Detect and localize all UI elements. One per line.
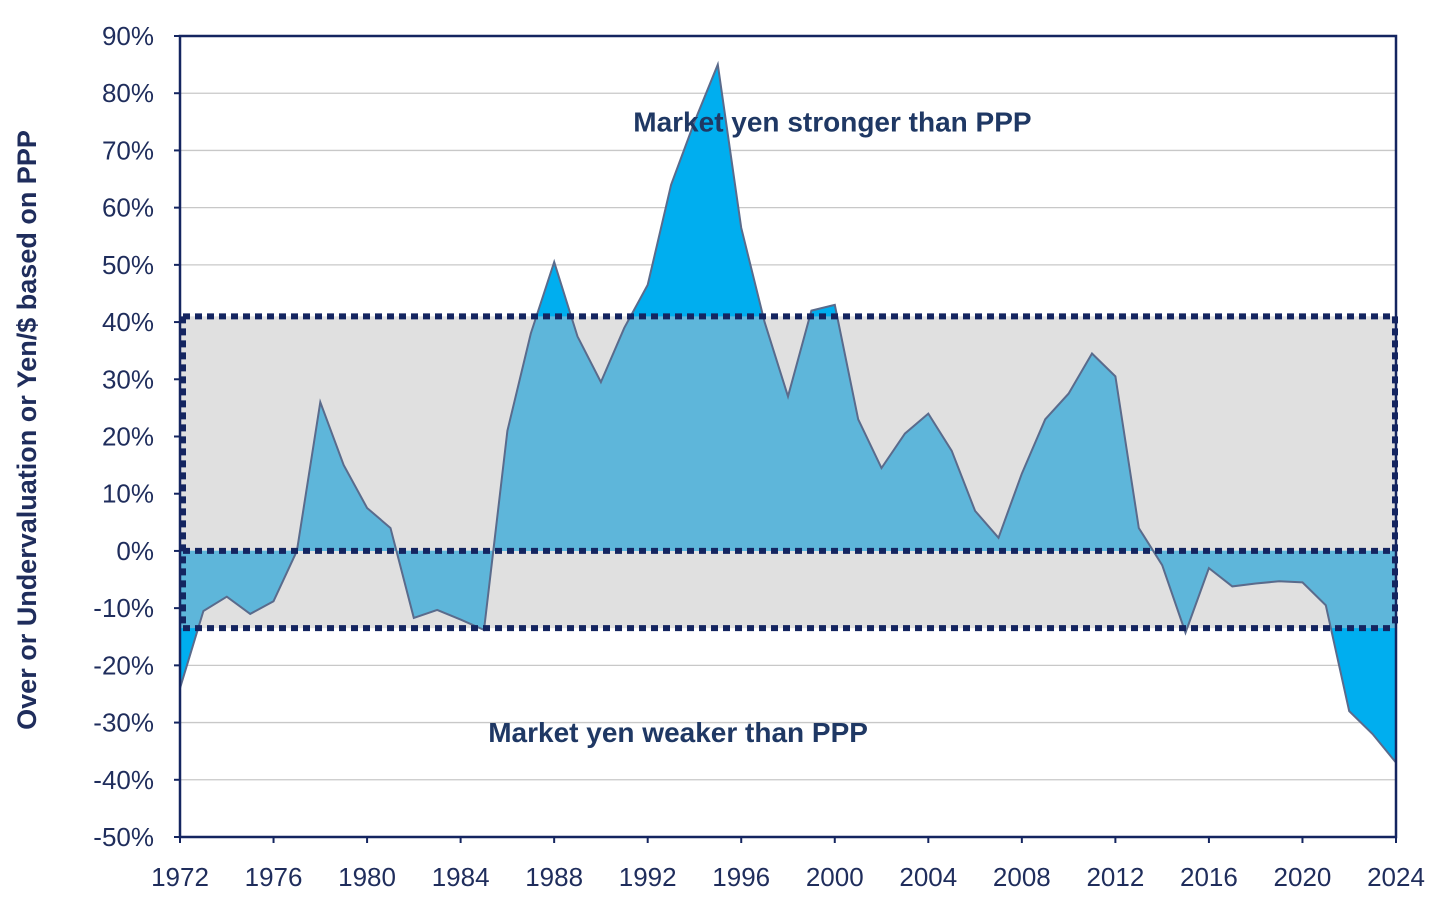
valuation-area-inside-band [180, 316, 1396, 629]
x-tick-label-2: 1980 [338, 862, 396, 892]
y-tick-label-4: 50% [102, 250, 154, 280]
y-tick-label-8: 10% [102, 479, 154, 509]
annotation-weaker: Market yen weaker than PPP [488, 717, 868, 748]
x-tick-label-13: 2024 [1367, 862, 1425, 892]
x-tick-label-9: 2008 [993, 862, 1051, 892]
y-tick-label-0: 90% [102, 21, 154, 51]
x-tick-label-1: 1976 [245, 862, 303, 892]
y-tick-label-5: 40% [102, 307, 154, 337]
x-tick-label-11: 2016 [1180, 862, 1238, 892]
y-tick-label-6: 30% [102, 364, 154, 394]
x-tick-label-8: 2004 [899, 862, 957, 892]
y-axis-label: Over or Undervaluation or Yen/$ based on… [12, 130, 42, 730]
annotation-stronger: Market yen stronger than PPP [633, 107, 1031, 138]
x-tick-label-12: 2020 [1274, 862, 1332, 892]
x-tick-label-6: 1996 [712, 862, 770, 892]
y-tick-label-10: -10% [93, 593, 154, 623]
x-tick-label-0: 1972 [151, 862, 209, 892]
x-tick-label-7: 2000 [806, 862, 864, 892]
y-tick-label-3: 60% [102, 193, 154, 223]
x-tick-label-10: 2012 [1086, 862, 1144, 892]
y-tick-label-1: 80% [102, 78, 154, 108]
y-tick-label-11: -20% [93, 650, 154, 680]
y-tick-label-14: -50% [93, 822, 154, 852]
valuation-series-line [179, 60, 1397, 764]
x-tick-label-4: 1988 [525, 862, 583, 892]
y-tick-label-9: 0% [116, 536, 154, 566]
y-axis-ticks: 90% 80% 70% 60% 50% 40% 30% 20% 10% 0% -10% -20% -30… [93, 21, 180, 852]
y-tick-label-7: 20% [102, 422, 154, 452]
x-tick-label-3: 1984 [432, 862, 490, 892]
x-axis-ticks: 1972 1976 1980 1984 1988 1992 1996 2000 2004 2008… [151, 837, 1425, 892]
y-tick-label-2: 70% [102, 135, 154, 165]
y-tick-label-12: -30% [93, 708, 154, 738]
y-tick-label-13: -40% [93, 765, 154, 795]
x-tick-label-5: 1992 [619, 862, 677, 892]
